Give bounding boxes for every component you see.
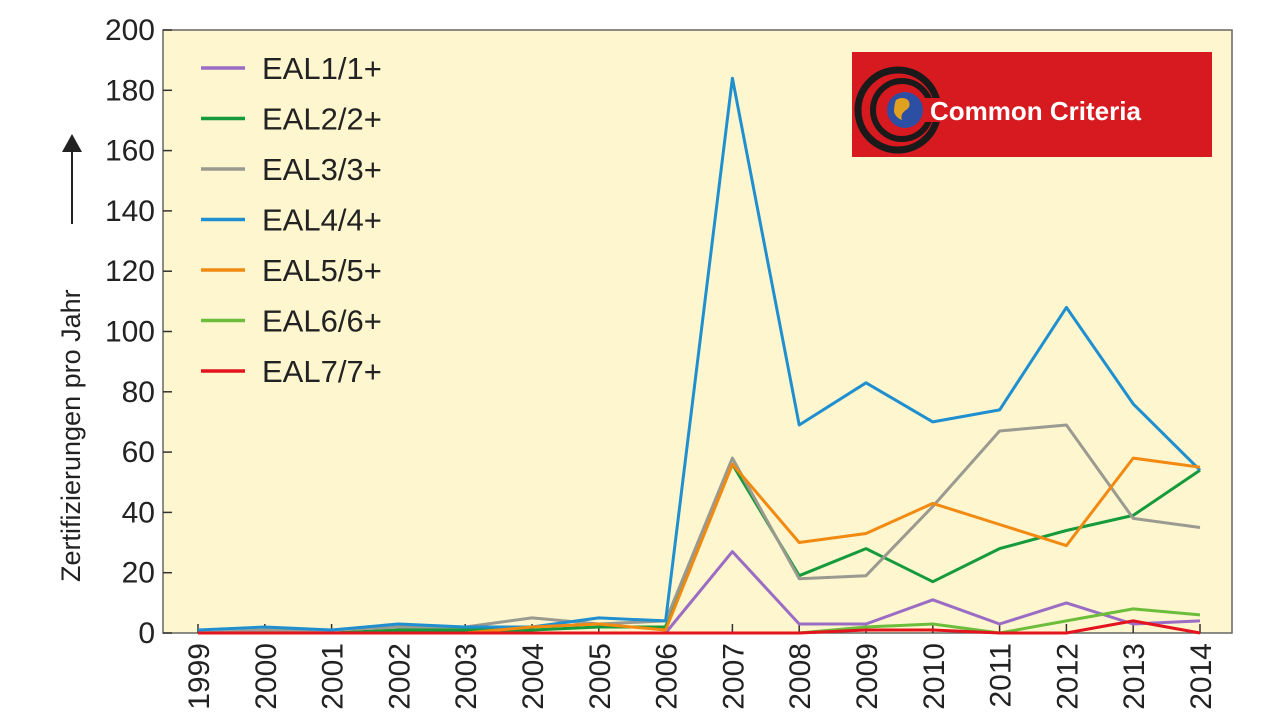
logo-ring-gap [925, 98, 943, 122]
y-axis: 0 20 40 60 80 100 120 140 160 180 200 [105, 14, 172, 650]
x-tick-label: 2002 [383, 643, 416, 710]
y-axis-label: Zertifizierungen pro Jahr [56, 289, 86, 582]
y-axis-label-group: Zertifizierungen pro Jahr [56, 134, 86, 582]
y-tick-label: 200 [105, 14, 155, 47]
x-tick-label: 2012 [1051, 643, 1084, 710]
x-tick-label: 1999 [183, 643, 216, 710]
logo-rings-icon [854, 66, 943, 154]
y-tick-label: 180 [105, 74, 155, 107]
legend-label: EAL1/1+ [262, 51, 382, 86]
legend-label: EAL7/7+ [262, 354, 382, 389]
x-tick-label: 2005 [584, 643, 617, 710]
series-lines [197, 76, 1202, 635]
x-tick-label: 2000 [250, 643, 283, 710]
y-axis-arrow-head [62, 134, 82, 152]
legend-label: EAL5/5+ [262, 253, 382, 288]
x-tick-label: 2007 [717, 643, 750, 710]
x-tick-label: 2014 [1185, 643, 1218, 710]
y-tick-label: 60 [122, 436, 155, 469]
x-tick-label: 2013 [1118, 643, 1151, 710]
y-tick-label: 0 [138, 617, 155, 650]
legend-label: EAL3/3+ [262, 152, 382, 187]
y-tick-label: 20 [122, 557, 155, 590]
common-criteria-logo: Common Criteria [852, 52, 1212, 157]
logo-text: Common Criteria [930, 96, 1141, 126]
x-tick-label: 2009 [851, 643, 884, 710]
y-tick-label: 80 [122, 376, 155, 409]
series-line-eal7-7 [198, 619, 1201, 635]
x-tick-label: 2008 [784, 643, 817, 710]
x-tick-label: 2010 [918, 643, 951, 710]
x-tick-label: 2001 [317, 643, 350, 710]
legend: EAL1/1+ EAL2/2+ EAL3/3+ EAL4/4+ EAL5/5+ EAL6/… [201, 51, 382, 389]
x-tick-label: 2006 [651, 643, 684, 710]
x-tick-label: 2004 [517, 643, 550, 710]
series-line-eal4-4 [197, 76, 1202, 632]
y-tick-label: 40 [122, 496, 155, 529]
y-tick-label: 140 [105, 195, 155, 228]
x-axis: 1999 2000 2001 2002 2003 2004 2005 2006 2007 2008… [183, 624, 1218, 710]
y-tick-label: 160 [105, 135, 155, 168]
legend-label: EAL2/2+ [262, 102, 382, 137]
x-tick-label: 2011 [985, 643, 1018, 708]
y-tick-label: 100 [105, 316, 155, 349]
x-tick-label: 2003 [450, 643, 483, 710]
legend-label: EAL4/4+ [262, 203, 382, 238]
logo-globe-land [894, 98, 910, 120]
legend-label: EAL6/6+ [262, 304, 382, 339]
y-tick-label: 120 [105, 255, 155, 288]
